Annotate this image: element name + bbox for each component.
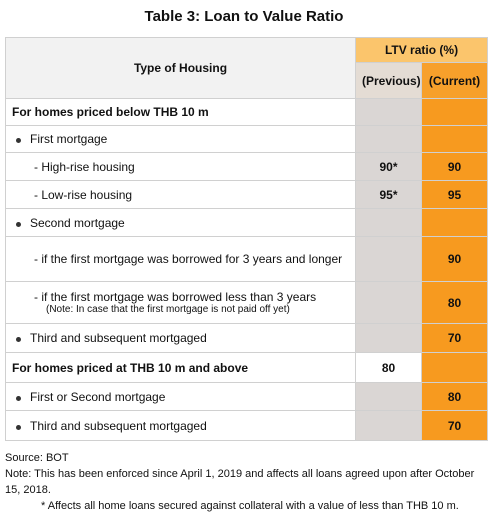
- row-label: First or Second mortgage: [5, 382, 356, 411]
- row-label: - High-rise housing: [5, 152, 356, 181]
- cell: 70: [420, 323, 488, 353]
- cell: 90*: [355, 152, 422, 181]
- cell: [355, 208, 422, 237]
- cell: 90: [420, 152, 488, 181]
- section-label: For homes priced at THB 10 m and above: [5, 352, 356, 383]
- cell: [355, 98, 422, 126]
- cell: [420, 125, 488, 153]
- row-label: Second mortgage: [5, 208, 356, 237]
- cell: 80: [420, 281, 488, 324]
- row-label-cell: - if the first mortgage was borrowed les…: [5, 281, 356, 324]
- cell: 80: [355, 352, 422, 383]
- note: * Affects all home loans secured against…: [41, 500, 459, 512]
- header-cell: LTV ratio (%): [354, 37, 488, 63]
- cell: [355, 236, 422, 282]
- source: Source: BOT: [5, 452, 69, 464]
- table-title: Table 3: Loan to Value Ratio: [144, 8, 344, 25]
- cell: [355, 323, 422, 353]
- cell: [355, 125, 422, 153]
- header-cell: (Previous): [355, 62, 422, 99]
- row-label: Third and subsequent mortgaged: [5, 410, 356, 441]
- ltv-table: Type of Housing LTV ratio (%) (Previous)…: [5, 37, 488, 441]
- row-label: - if the first mortgage was borrowed les…: [34, 290, 317, 304]
- cell: 95: [420, 180, 488, 209]
- cell: [420, 98, 488, 126]
- row-note: (Note: In case that the first mortgage i…: [46, 304, 290, 315]
- cell: [420, 208, 488, 237]
- note: Note: This has been enforced since April…: [5, 468, 475, 496]
- header-row: Type of Housing LTV ratio (%): [5, 37, 488, 99]
- cell: 90: [420, 236, 488, 282]
- cell: 95*: [355, 180, 422, 209]
- cell: [355, 281, 422, 324]
- header-row: (Previous) (Current): [6, 62, 488, 99]
- cell: 70: [420, 410, 488, 441]
- header-cell: (Current): [420, 62, 488, 99]
- row-label: Third and subsequent mortgaged: [5, 323, 356, 353]
- cell: [355, 410, 422, 441]
- header-cell: Type of Housing: [5, 37, 356, 99]
- cell: [355, 382, 422, 411]
- section-label: For homes priced below THB 10 m: [5, 98, 356, 126]
- row-label: - Low-rise housing: [5, 180, 356, 209]
- cell: 80: [420, 382, 488, 411]
- footnotes: Source: BOT Note: This has been enforced…: [5, 450, 485, 514]
- row-label: First mortgage: [5, 125, 356, 153]
- cell: [420, 352, 488, 383]
- row-label: - if the first mortgage was borrowed for…: [5, 236, 356, 282]
